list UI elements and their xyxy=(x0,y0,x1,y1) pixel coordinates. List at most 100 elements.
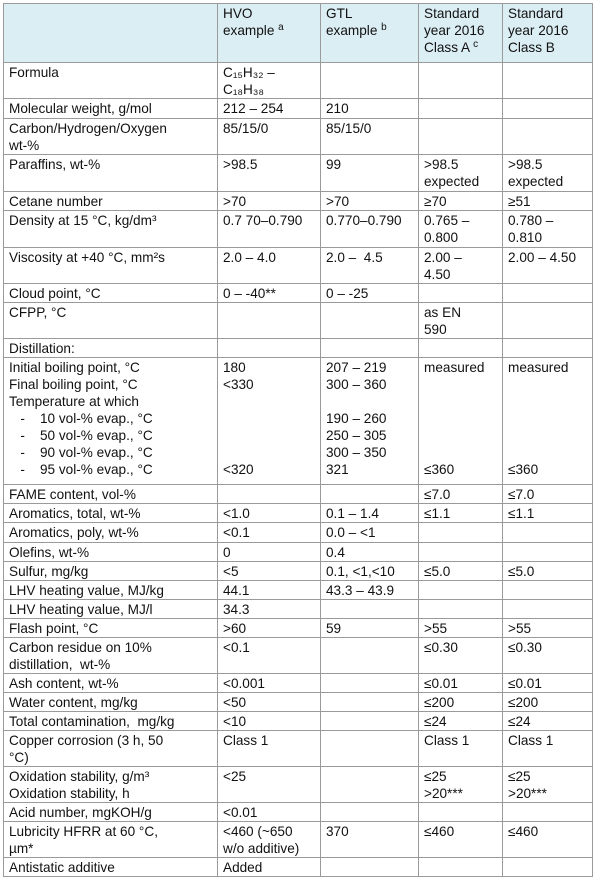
property-cell: Carbon/Hydrogen/Oxygen wt-% xyxy=(3,118,218,155)
value-cell: 2.00 – 4.50 xyxy=(418,247,503,284)
table-cell xyxy=(320,302,419,339)
value-cell: 0.770–0.790 xyxy=(320,210,419,248)
table-row: Carbon residue on 10% distillation, wt-%… xyxy=(3,637,593,674)
table-row: Viscosity at +40 °C, mm²s 2.0 – 4.0 2.0 – … xyxy=(3,247,593,284)
property-cell: LHV heating value, MJ/l xyxy=(3,599,218,619)
value-cell: 180 <330 <320 xyxy=(217,357,321,485)
value-cell: 43.3 – 43.9 xyxy=(320,580,419,600)
table-row: Cloud point, °C 0 – -40** 0 – -25 xyxy=(3,283,593,303)
value-cell: ≤0.01 xyxy=(502,673,593,693)
table-cell xyxy=(418,118,503,155)
table-cell xyxy=(502,98,593,119)
value-cell: 207 – 219 300 – 360 190 – 260 250 – 305 … xyxy=(320,357,419,485)
value-cell: Added xyxy=(217,857,321,877)
value-cell: <0.01 xyxy=(217,802,321,822)
table-cell xyxy=(502,857,593,877)
value-cell: ≥70 xyxy=(418,191,503,211)
value-cell: <0.001 xyxy=(217,673,321,693)
property-cell: Distillation: xyxy=(3,338,218,358)
footnote-mark: a xyxy=(278,22,284,33)
value-cell: ≤1.1 xyxy=(418,503,503,523)
table-cell xyxy=(502,542,593,562)
table-cell xyxy=(320,673,419,693)
table-row: FAME content, vol-% ≤7.0 ≤7.0 xyxy=(3,484,593,504)
value-cell: >70 xyxy=(217,191,321,211)
table-cell xyxy=(502,283,593,303)
value-cell: ≤460 xyxy=(418,821,503,858)
table-cell xyxy=(320,484,419,504)
table-cell xyxy=(502,302,593,339)
value-cell: 0 – -25 xyxy=(320,283,419,303)
value-cell: ≤7.0 xyxy=(418,484,503,504)
value-cell: <1.0 xyxy=(217,503,321,523)
value-cell: ≤24 xyxy=(418,711,503,731)
value-cell: ≤0.30 xyxy=(418,637,503,674)
value-cell: measured ≤360 xyxy=(502,357,593,485)
table-cell xyxy=(320,62,419,99)
table-row: Acid number, mgKOH/g <0.01 xyxy=(3,802,593,822)
value-cell: 0 – -40** xyxy=(217,283,321,303)
table-cell xyxy=(502,62,593,99)
table-cell xyxy=(502,802,593,822)
property-cell: Formula xyxy=(3,62,218,99)
property-cell: Copper corrosion (3 h, 50 °C) xyxy=(3,730,218,767)
table-cell xyxy=(418,599,503,619)
property-cell: FAME content, vol-% xyxy=(3,484,218,504)
table-cell xyxy=(217,302,321,339)
value-cell: <0.1 xyxy=(217,522,321,543)
value-cell: 34.3 xyxy=(217,599,321,619)
property-cell: Ash content, wt-% xyxy=(3,673,218,693)
value-cell: <25 xyxy=(217,766,321,803)
value-cell: ≤25 >20*** xyxy=(502,766,593,803)
table-cell xyxy=(418,522,503,543)
footnote-mark: b xyxy=(381,22,387,33)
value-cell: ≤460 xyxy=(502,821,593,858)
table-cell xyxy=(502,599,593,619)
property-cell: Aromatics, total, wt-% xyxy=(3,503,218,523)
value-cell: >98.5 expected xyxy=(502,154,593,192)
header-cell: GTL example b xyxy=(320,3,419,63)
table-row: Density at 15 °C, kg/dm³ 0.7 70–0.790 0.77… xyxy=(3,210,593,248)
table-cell xyxy=(320,730,419,767)
value-cell: Class 1 xyxy=(418,730,503,767)
table-cell xyxy=(217,484,321,504)
header-cell: Standard year 2016 Class B xyxy=(502,3,593,63)
page: {"table": { "header": [ null, {"text": "… xyxy=(3,3,593,877)
value-cell: <460 (~650 w/o additive) xyxy=(217,821,321,858)
value-cell: ≤200 xyxy=(502,692,593,712)
value-cell: 0.780 – 0.810 xyxy=(502,210,593,248)
property-cell: CFPP, °C xyxy=(3,302,218,339)
header-cell: Standard year 2016 Class A c xyxy=(418,3,503,63)
value-cell: 85/15/0 xyxy=(217,118,321,155)
value-cell: 0.765 – 0.800 xyxy=(418,210,503,248)
value-cell: 0.7 70–0.790 xyxy=(217,210,321,248)
table-row: LHV heating value, MJ/kg 44.1 43.3 – 43.9 xyxy=(3,580,593,600)
value-cell: ≤5.0 xyxy=(418,561,503,581)
value-cell: <5 xyxy=(217,561,321,581)
property-cell: Lubricity HFRR at 60 °C, µm* xyxy=(3,821,218,858)
value-cell: C₁₅H₃₂ – C₁₈H₃₈ xyxy=(217,62,321,99)
table-row: Total contamination, mg/kg <10 ≤24 ≤24 xyxy=(3,711,593,731)
value-cell: as EN 590 xyxy=(418,302,503,339)
property-cell: Molecular weight, g/mol xyxy=(3,98,218,119)
table-row: Water content, mg/kg <50 ≤200 ≤200 xyxy=(3,692,593,712)
table-cell xyxy=(502,522,593,543)
property-cell: Aromatics, poly, wt-% xyxy=(3,522,218,543)
value-cell: <0.1 xyxy=(217,637,321,674)
table-cell xyxy=(217,338,321,358)
table-row: Cetane number >70 >70 ≥70 ≥51 xyxy=(3,191,593,211)
value-cell: 99 xyxy=(320,154,419,192)
table-cell xyxy=(418,98,503,119)
value-cell: >60 xyxy=(217,618,321,638)
table-row: Olefins, wt-% 0 0.4 xyxy=(3,542,593,562)
table-body: Formula C₁₅H₃₂ – C₁₈H₃₈ Molecular weight, … xyxy=(3,62,593,877)
table-row: Sulfur, mg/kg <5 0.1, <1,<10 ≤5.0 ≤5.0 xyxy=(3,561,593,581)
value-cell: 0.4 xyxy=(320,542,419,562)
value-cell: ≤5.0 xyxy=(502,561,593,581)
property-cell: Olefins, wt-% xyxy=(3,542,218,562)
table-cell xyxy=(418,62,503,99)
value-cell: >70 xyxy=(320,191,419,211)
value-cell: >55 xyxy=(502,618,593,638)
table-cell xyxy=(418,338,503,358)
table-cell xyxy=(320,766,419,803)
